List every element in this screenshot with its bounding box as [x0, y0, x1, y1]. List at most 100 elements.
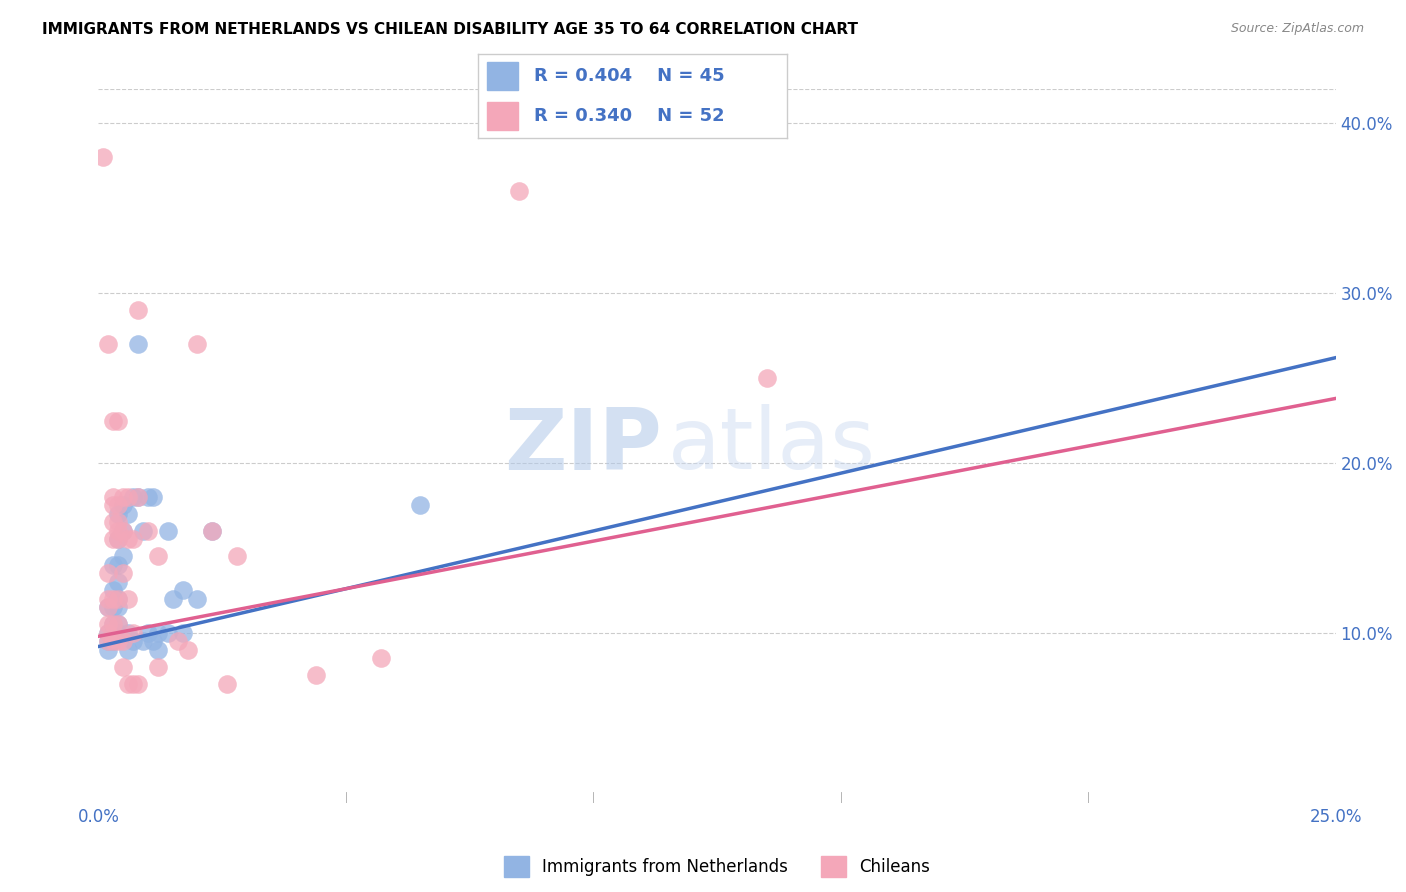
Point [370, 651, 392, 665]
Point [142, 490, 165, 504]
Text: Source: ZipAtlas.com: Source: ZipAtlas.com [1230, 22, 1364, 36]
Point [103, 583, 125, 598]
Point [97, 634, 120, 648]
Point [127, 490, 149, 504]
Point [103, 558, 125, 572]
Point [117, 507, 139, 521]
Point [107, 533, 129, 547]
Point [103, 413, 125, 427]
Point [107, 591, 129, 606]
Point [103, 634, 125, 648]
Point [117, 533, 139, 547]
Point [146, 626, 169, 640]
Point [93, 150, 115, 164]
Point [112, 499, 135, 513]
Point [103, 626, 125, 640]
Text: R = 0.404    N = 45: R = 0.404 N = 45 [534, 67, 724, 85]
Point [107, 626, 129, 640]
Point [122, 490, 145, 504]
Point [112, 490, 135, 504]
Point [107, 516, 129, 530]
Point [132, 634, 155, 648]
Point [103, 516, 125, 530]
Point [136, 626, 159, 640]
Point [97, 634, 120, 648]
Point [117, 490, 139, 504]
Point [107, 600, 129, 615]
Point [112, 566, 135, 581]
Point [112, 524, 135, 538]
Point [201, 524, 224, 538]
Point [146, 643, 169, 657]
Point [146, 660, 169, 674]
Text: atlas: atlas [668, 404, 876, 488]
Point [103, 591, 125, 606]
Bar [488, 62, 519, 90]
Point [172, 626, 194, 640]
Point [146, 549, 169, 564]
Point [122, 626, 145, 640]
Point [132, 524, 155, 538]
Point [136, 490, 159, 504]
Point [156, 626, 179, 640]
Point [97, 617, 120, 632]
Point [103, 533, 125, 547]
Point [122, 634, 145, 648]
Point [117, 643, 139, 657]
Text: IMMIGRANTS FROM NETHERLANDS VS CHILEAN DISABILITY AGE 35 TO 64 CORRELATION CHART: IMMIGRANTS FROM NETHERLANDS VS CHILEAN D… [42, 22, 858, 37]
Point [122, 677, 145, 691]
Point [226, 549, 249, 564]
Point [103, 617, 125, 632]
Point [172, 583, 194, 598]
Point [112, 660, 135, 674]
Text: R = 0.340    N = 52: R = 0.340 N = 52 [534, 107, 724, 125]
Point [107, 558, 129, 572]
Text: ZIP: ZIP [503, 404, 661, 488]
Bar [488, 102, 519, 130]
Point [112, 524, 135, 538]
Point [127, 490, 149, 504]
Point [201, 524, 224, 538]
Point [97, 626, 120, 640]
Point [103, 490, 125, 504]
Point [107, 617, 129, 632]
Point [156, 524, 179, 538]
Point [681, 99, 703, 113]
Point [103, 600, 125, 615]
Point [97, 600, 120, 615]
Point [107, 524, 129, 538]
Point [142, 634, 165, 648]
Point [127, 303, 149, 318]
Point [107, 574, 129, 589]
Point [103, 617, 125, 632]
Point [117, 591, 139, 606]
Point [166, 634, 188, 648]
Point [122, 533, 145, 547]
Point [508, 184, 530, 198]
Point [127, 677, 149, 691]
Point [97, 626, 120, 640]
Point [112, 634, 135, 648]
Point [107, 413, 129, 427]
Point [107, 634, 129, 648]
Point [103, 499, 125, 513]
Point [107, 533, 129, 547]
Point [97, 600, 120, 615]
Point [186, 591, 208, 606]
Point [186, 337, 208, 351]
Point [107, 507, 129, 521]
Point [755, 371, 778, 385]
Point [107, 591, 129, 606]
Point [409, 499, 432, 513]
Point [97, 591, 120, 606]
Point [162, 591, 184, 606]
Point [217, 677, 239, 691]
Point [176, 643, 198, 657]
Point [117, 677, 139, 691]
Point [97, 643, 120, 657]
Point [136, 524, 159, 538]
Point [107, 499, 129, 513]
Legend: Immigrants from Netherlands, Chileans: Immigrants from Netherlands, Chileans [503, 856, 931, 877]
Point [112, 549, 135, 564]
Point [107, 617, 129, 632]
